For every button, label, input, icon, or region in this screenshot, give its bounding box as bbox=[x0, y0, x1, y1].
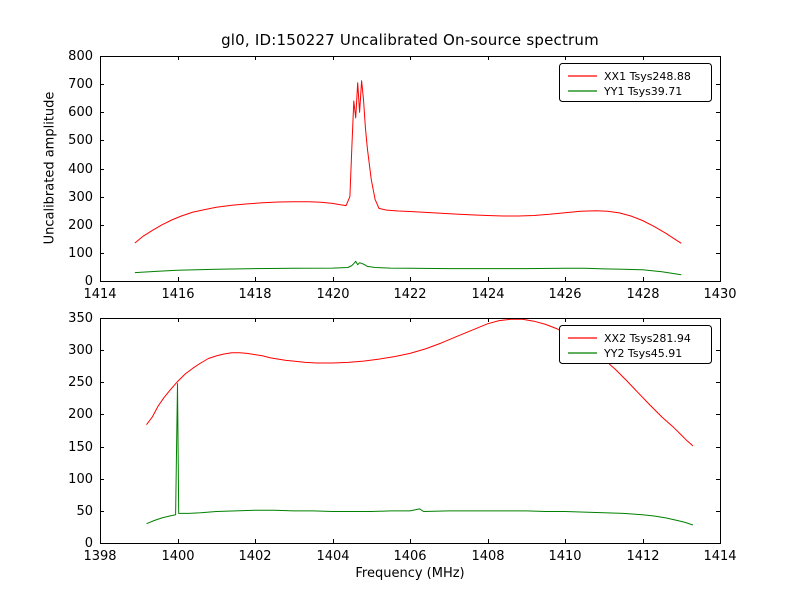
legend-label: XX1 Tsys248.88 bbox=[604, 70, 691, 83]
series-line-XX1 bbox=[134, 80, 682, 244]
x-tick-label: 1416 bbox=[161, 287, 194, 302]
legend-box bbox=[559, 63, 712, 102]
series-line-YY1 bbox=[134, 260, 682, 276]
y-tick-label: 150 bbox=[68, 440, 93, 455]
x-tick-label: 1418 bbox=[238, 287, 271, 302]
legend-box bbox=[559, 325, 712, 364]
y-tick-label: 300 bbox=[68, 190, 93, 205]
y-tick-label: 0 bbox=[85, 274, 93, 289]
y-tick-label: 800 bbox=[68, 49, 93, 64]
series-line-YY2 bbox=[146, 383, 694, 526]
x-tick-label: 1400 bbox=[161, 549, 194, 564]
x-tick-label: 1408 bbox=[471, 549, 504, 564]
legend-label: XX2 Tsys281.94 bbox=[604, 332, 691, 345]
y-tick-label: 200 bbox=[68, 218, 93, 233]
legend-label: YY2 Tsys45.91 bbox=[603, 347, 682, 360]
y-tick-label: 200 bbox=[68, 407, 93, 422]
x-tick-label: 1406 bbox=[393, 549, 426, 564]
x-tick-label: 1428 bbox=[626, 287, 659, 302]
x-tick-label: 1412 bbox=[626, 549, 659, 564]
x-tick-label: 1430 bbox=[703, 287, 736, 302]
x-tick-label: 1424 bbox=[471, 287, 504, 302]
x-tick-label: 1404 bbox=[316, 549, 349, 564]
y-tick-label: 0 bbox=[85, 536, 93, 551]
subplot-bottom: 1398 1400 1402 1404 1406 1408 1410 1412 1414 0 50 1… bbox=[68, 311, 736, 564]
x-tick-label: 1410 bbox=[548, 549, 581, 564]
y-tick-label: 600 bbox=[68, 105, 93, 120]
x-tick-label: 1414 bbox=[83, 287, 116, 302]
x-tick-label: 1420 bbox=[316, 287, 349, 302]
x-tick-label: 1398 bbox=[83, 549, 116, 564]
legend-label: YY1 Tsys39.71 bbox=[603, 85, 682, 98]
x-tick-label: 1414 bbox=[703, 549, 736, 564]
x-tick-label: 1422 bbox=[393, 287, 426, 302]
subplot-top: 1414 1416 1418 1420 1422 1424 1426 1428 1430 0 100… bbox=[68, 49, 736, 302]
y-tick-label: 500 bbox=[68, 133, 93, 148]
chart-title: gl0, ID:150227 Uncalibrated On-source sp… bbox=[221, 31, 599, 49]
y-tick-label: 700 bbox=[68, 77, 93, 92]
y-tick-label: 100 bbox=[68, 472, 93, 487]
y-tick-label: 350 bbox=[68, 311, 93, 326]
y-tick-label: 250 bbox=[68, 375, 93, 390]
y-tick-label: 400 bbox=[68, 162, 93, 177]
y-tick-label: 50 bbox=[76, 504, 93, 519]
y-tick-label: 300 bbox=[68, 343, 93, 358]
x-tick-label: 1402 bbox=[238, 549, 271, 564]
y-tick-label: 100 bbox=[68, 246, 93, 261]
x-tick-label: 1426 bbox=[548, 287, 581, 302]
x-axis-label: Frequency (MHz) bbox=[355, 566, 465, 581]
